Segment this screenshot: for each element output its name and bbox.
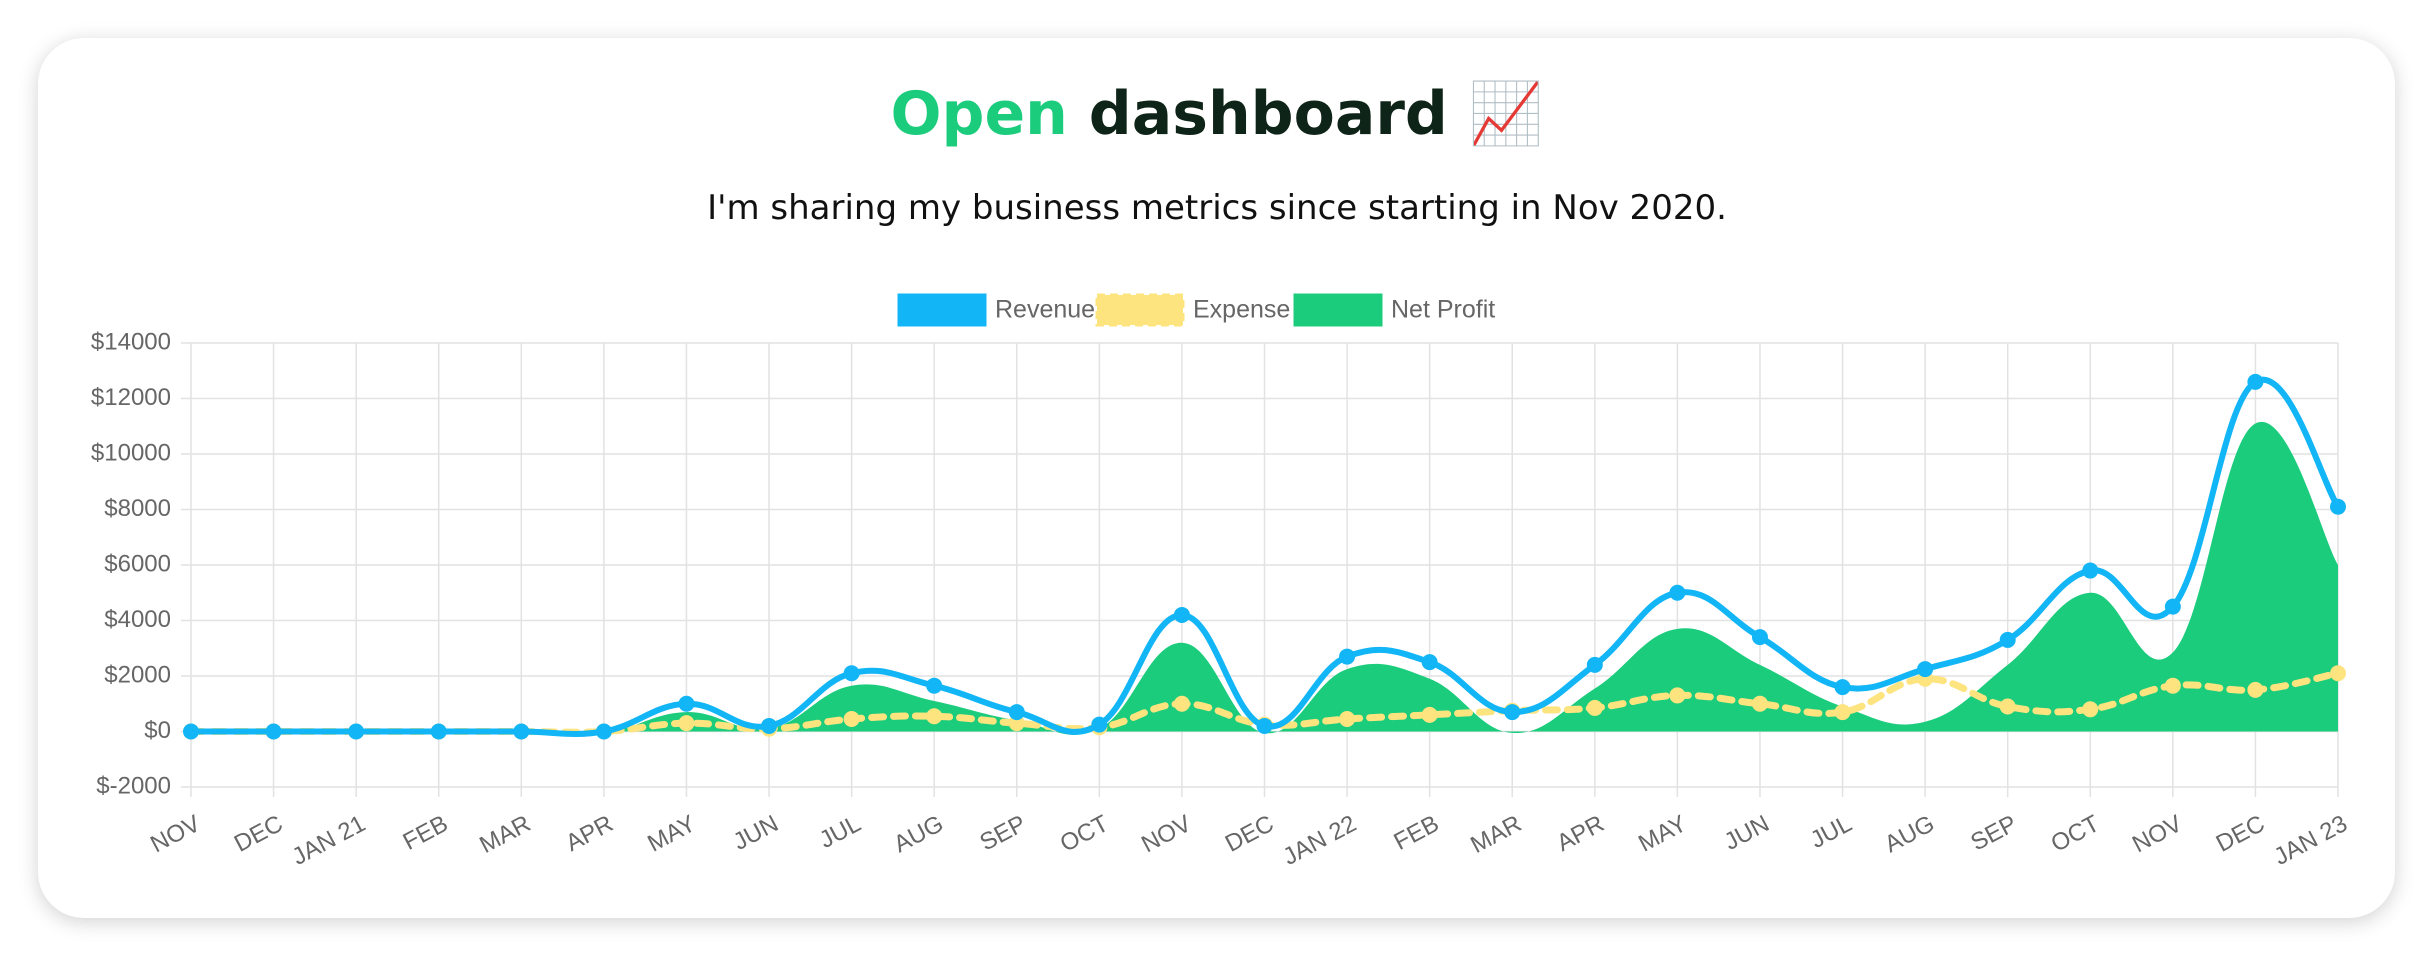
point [1008, 704, 1025, 721]
x-tick-label: NOV [2128, 810, 2187, 858]
y-tick-label: $-2000 [96, 772, 171, 799]
point [348, 723, 365, 740]
point [430, 723, 447, 740]
point [1917, 661, 1934, 678]
legend-label: Net Profit [1391, 296, 1495, 324]
subtitle: I'm sharing my business metrics since st… [707, 188, 1727, 228]
x-tick-label: JUN [1720, 810, 1774, 856]
point [2164, 598, 2181, 615]
legend-label: Expense [1193, 296, 1290, 324]
point [1173, 606, 1190, 623]
y-tick-label: $4000 [104, 606, 171, 633]
point [1256, 717, 1273, 734]
point [183, 723, 199, 740]
x-tick-label: MAR [1466, 810, 1526, 859]
point [1999, 698, 2016, 715]
point [1586, 699, 1603, 716]
point [1669, 584, 1686, 601]
x-tick-label: MAY [1634, 810, 1691, 857]
point [1834, 679, 1851, 696]
title-highlight: Open [890, 79, 1068, 149]
point [926, 677, 943, 694]
title: Open dashboard 📈 [0, 78, 2434, 149]
point [1999, 631, 2016, 648]
x-tick-label: DEC [1221, 810, 1278, 858]
point [761, 717, 778, 734]
y-tick-label: $2000 [104, 661, 171, 688]
point [1091, 716, 1108, 733]
point [1751, 695, 1768, 712]
x-tick-label: MAY [643, 810, 700, 857]
y-tick-label: $8000 [104, 495, 171, 522]
point [2330, 498, 2346, 515]
title-text: dashboard 📈 [1088, 79, 1544, 149]
x-tick-label: SEP [1966, 810, 2021, 856]
point [1669, 687, 1686, 704]
x-tick-label: AUG [1880, 810, 1939, 858]
x-tick-label: OCT [2047, 810, 2105, 858]
point [1339, 648, 1356, 665]
x-tick-label: APR [1552, 810, 1608, 857]
y-tick-label: $0 [144, 717, 171, 744]
line [188, 376, 2341, 737]
x-tick-label: JAN 22 [1279, 810, 1361, 871]
point [1834, 704, 1851, 721]
point [1339, 711, 1356, 728]
point [843, 711, 860, 728]
y-tick-label: $12000 [91, 384, 171, 411]
x-tick-label: JAN 21 [288, 810, 370, 871]
legend-swatch [1095, 293, 1185, 327]
x-tick-label: APR [561, 810, 617, 857]
legend-label: Revenue [995, 296, 1095, 324]
point [2330, 665, 2346, 682]
x-tick-label: JUL [815, 810, 865, 854]
y-tick-label: $10000 [91, 439, 171, 466]
x-tick-label: DEC [230, 810, 287, 858]
point [1751, 629, 1768, 646]
x-tick-label: DEC [2212, 810, 2269, 858]
point [595, 723, 612, 740]
point [1586, 656, 1603, 673]
x-tick-label: MAR [475, 810, 535, 859]
point [513, 723, 530, 740]
point [2164, 677, 2181, 694]
y-tick-label: $6000 [104, 550, 171, 577]
x-tick-label: OCT [1056, 810, 1114, 858]
x-tick-label: JUN [729, 810, 783, 856]
x-tick-label: AUG [889, 810, 948, 858]
x-tick-label: FEB [399, 810, 453, 856]
x-tick-label: JUL [1806, 810, 1856, 854]
point [1173, 695, 1190, 712]
point [1421, 654, 1438, 671]
x-tick-label: JAN 23 [2270, 810, 2352, 871]
x-tick-label: SEP [975, 810, 1030, 856]
point [265, 723, 282, 740]
x-tick-label: NOV [1137, 810, 1196, 858]
point [2247, 373, 2264, 390]
legend-swatch [897, 293, 987, 327]
y-tick-label: $14000 [91, 328, 171, 355]
point [1504, 704, 1521, 721]
point [2247, 681, 2264, 698]
x-tick-label: NOV [146, 810, 205, 858]
point [926, 708, 943, 725]
point [678, 695, 695, 712]
point [843, 665, 860, 682]
point [2082, 562, 2099, 579]
point [1421, 706, 1438, 723]
legend-swatch [1293, 293, 1383, 327]
point [2082, 701, 2099, 718]
point [678, 715, 695, 732]
x-tick-label: FEB [1390, 810, 1444, 856]
point [1008, 715, 1025, 732]
card [38, 38, 2395, 918]
